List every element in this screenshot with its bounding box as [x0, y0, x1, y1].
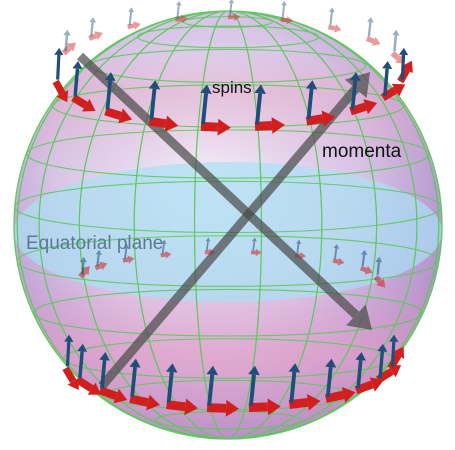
- spin-arrow-equatorial: [79, 256, 87, 275]
- spin-arrow-front-top: [54, 47, 64, 80]
- spin-arrow-front-bottom: [77, 343, 88, 379]
- spin-arrow-equatorial: [161, 239, 167, 254]
- momentum-arrow-equatorial: [359, 265, 373, 275]
- momentum-arrow-front-bottom: [324, 387, 356, 403]
- spin-arrow-front-bottom: [389, 334, 399, 367]
- spin-arrow-front-bottom: [288, 363, 301, 403]
- spin-arrow-back-top: [392, 29, 400, 52]
- momentum-arrow-front-bottom: [98, 386, 128, 404]
- momentum-arrow-front-top: [200, 118, 231, 136]
- spin-arrow-back-top: [175, 1, 182, 18]
- spin-arrow-front-bottom: [355, 351, 367, 389]
- momentum-arrow-equatorial: [94, 261, 108, 271]
- momentum-arrow-back-top: [327, 24, 342, 33]
- spin-arrow-equatorial: [251, 237, 257, 251]
- spin-arrow-front-top: [148, 80, 161, 120]
- momentum-arrow-front-bottom: [75, 376, 101, 395]
- momentum-arrow-front-top: [104, 107, 133, 124]
- longitude-line: [78, 11, 378, 439]
- spin-arrow-back-top: [328, 7, 335, 26]
- momentum-arrow-front-top: [71, 94, 96, 112]
- spin-arrow-back-top: [89, 17, 97, 37]
- spin-arrow-front-top: [382, 60, 393, 96]
- longitude-line: [38, 11, 418, 439]
- spin-arrow-equatorial: [333, 244, 340, 259]
- momenta-label: momenta: [322, 141, 402, 162]
- latitude-line: [182, 16, 274, 28]
- spin-arrow-back-top: [128, 7, 135, 26]
- momentum-arrow-equatorial: [251, 248, 262, 257]
- momentum-arrow-equatorial: [332, 257, 345, 266]
- spin-arrow-front-top: [349, 72, 361, 110]
- spin-arrow-back-top: [281, 1, 287, 18]
- spin-arrow-equatorial: [123, 244, 130, 259]
- momentum-arrow-front-top: [148, 115, 179, 132]
- spin-arrow-front-top: [398, 47, 409, 80]
- momentum-arrow-front-bottom: [288, 394, 321, 411]
- momentum-arrow-front-bottom: [129, 394, 160, 411]
- back-arrows: [61, 0, 405, 288]
- momentum-arrow-front-bottom: [166, 398, 198, 415]
- momentum-arrow-back-top: [61, 42, 76, 56]
- momentum-arrow-front-top: [349, 99, 378, 116]
- momentum-arrow-back-top: [88, 31, 103, 41]
- spin-arrow-front-bottom: [377, 343, 388, 379]
- sphere-outline: [13, 10, 443, 440]
- spin-arrow-back-top: [63, 29, 71, 52]
- momentum-arrow-equatorial: [160, 250, 172, 259]
- spin-arrow-front-bottom: [129, 358, 141, 397]
- momentum-arrow-equatorial: [373, 275, 386, 288]
- momentum-arrow-front-top: [254, 117, 285, 134]
- longitude-line: [16, 11, 440, 439]
- spin-arrow-back-top: [367, 17, 374, 37]
- spins-label: spins: [212, 78, 252, 97]
- momentum-arrow-front-bottom: [206, 399, 240, 417]
- momentum-arrow-front-top: [380, 83, 406, 101]
- momentum-arrow-front-top: [52, 79, 69, 103]
- latitude-line: [33, 288, 423, 337]
- momentum-arrow-back-top: [228, 12, 241, 22]
- momentum-arrow-back-top: [175, 14, 188, 24]
- longitude-line: [133, 11, 323, 439]
- momentum-arrow-front-bottom: [62, 366, 80, 391]
- momentum-arrow-front-bottom: [248, 398, 281, 416]
- spin-arrow-equatorial: [295, 239, 302, 254]
- spin-arrow-front-bottom: [165, 363, 178, 403]
- spin-arrow-equatorial: [95, 249, 102, 267]
- spin-arrow-front-bottom: [64, 334, 74, 367]
- spin-arrow-front-bottom: [206, 365, 219, 406]
- momentum-arrow-back-top: [280, 16, 294, 25]
- momentum-arrow-back-top: [127, 21, 141, 30]
- spin-arrow-back-top: [228, 0, 235, 16]
- momentum-arrow-front-top: [305, 110, 336, 127]
- latitude-line: [26, 129, 430, 179]
- spin-arrow-equatorial: [361, 249, 368, 267]
- equatorial-plane-label: Equatorial plane: [26, 233, 163, 254]
- momentum-arrow-equatorial: [122, 255, 135, 264]
- diagonal-momentum-arrow-down: [76, 52, 372, 330]
- momentum-arrow-back-top: [365, 36, 381, 46]
- spin-arrow-front-bottom: [248, 365, 260, 406]
- spin-arrow-front-top: [72, 60, 83, 96]
- spin-arrow-front-bottom: [325, 358, 337, 397]
- spin-arrow-front-top: [305, 80, 318, 120]
- spin-arrow-front-top: [200, 84, 212, 125]
- spin-arrow-front-bottom: [99, 351, 110, 389]
- spin-arrow-equatorial: [375, 256, 383, 275]
- spin-arrow-front-top: [104, 72, 116, 110]
- front-arrows: [52, 47, 413, 417]
- spin-arrow-equatorial: [205, 237, 211, 251]
- spin-arrow-front-top: [254, 84, 266, 125]
